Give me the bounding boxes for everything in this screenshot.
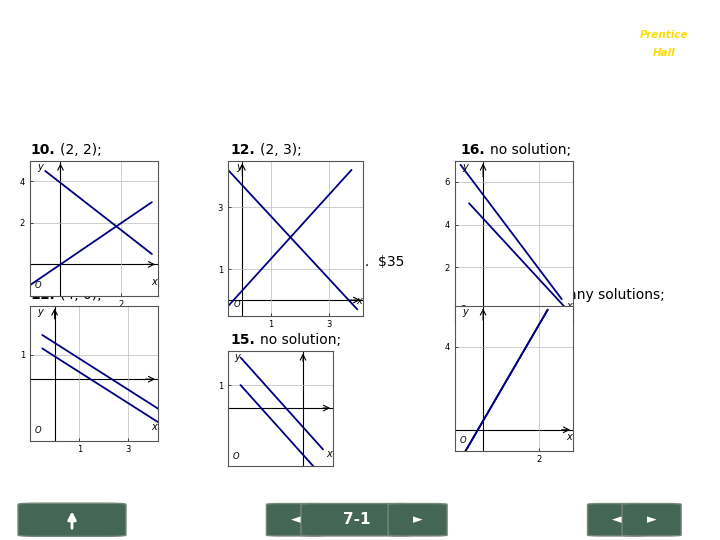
Text: ◄: ◄	[291, 513, 301, 526]
Text: Prentice: Prentice	[640, 30, 688, 40]
Text: x: x	[566, 301, 572, 311]
Text: a.  3 weeks    b.  $35: a. 3 weeks b. $35	[260, 254, 405, 268]
Text: no solution;: no solution;	[260, 333, 341, 347]
FancyBboxPatch shape	[588, 503, 647, 536]
Text: O: O	[233, 300, 240, 309]
FancyBboxPatch shape	[622, 503, 681, 536]
Text: ►: ►	[413, 513, 423, 526]
Text: ◄: ◄	[612, 513, 622, 526]
Text: Solving Systems by Graphing: Solving Systems by Graphing	[11, 17, 379, 38]
Text: (2, 2);: (2, 2);	[60, 143, 102, 157]
Text: 17.: 17.	[460, 287, 485, 301]
Text: Hall: Hall	[653, 48, 675, 58]
Text: O: O	[35, 281, 42, 290]
Text: PEARSON: PEARSON	[640, 11, 688, 20]
Text: 7-1: 7-1	[343, 512, 371, 527]
Text: x: x	[566, 432, 572, 442]
Text: (2, 3);: (2, 3);	[260, 143, 302, 157]
FancyBboxPatch shape	[18, 503, 126, 536]
Text: 16.: 16.	[460, 143, 485, 157]
Text: 15.: 15.	[230, 333, 255, 347]
Text: 11.: 11.	[30, 287, 55, 301]
Text: PAGE: PAGE	[634, 481, 662, 491]
Text: y: y	[37, 162, 43, 172]
FancyBboxPatch shape	[388, 503, 447, 536]
Text: no solution;: no solution;	[490, 143, 571, 157]
Text: y: y	[234, 352, 240, 362]
FancyBboxPatch shape	[301, 503, 413, 536]
Text: O: O	[459, 436, 467, 445]
FancyBboxPatch shape	[266, 503, 325, 536]
Text: O: O	[232, 452, 239, 461]
Text: x: x	[151, 278, 157, 287]
Text: ALGEBRA 1  LESSON 7-1: ALGEBRA 1 LESSON 7-1	[11, 51, 143, 60]
Text: x: x	[151, 422, 157, 433]
Text: (4, 0);: (4, 0);	[60, 287, 102, 301]
Text: y: y	[37, 307, 43, 317]
Text: Student Edition Answers: Student Edition Answers	[9, 77, 181, 90]
Text: y: y	[236, 162, 242, 172]
Text: y: y	[462, 307, 468, 317]
Text: x: x	[356, 296, 361, 306]
Text: y: y	[462, 162, 468, 172]
Text: O: O	[459, 305, 467, 314]
Text: 10.: 10.	[30, 143, 55, 157]
Text: ►: ►	[647, 513, 657, 526]
Text: LESSON: LESSON	[338, 481, 382, 491]
Text: infinitely many solutions;: infinitely many solutions;	[490, 287, 665, 301]
Text: x: x	[326, 449, 332, 458]
Text: 13.: 13.	[230, 254, 255, 268]
Text: O: O	[35, 426, 42, 435]
Text: 7 weeks: 7 weeks	[260, 294, 317, 308]
Text: 12.: 12.	[230, 143, 255, 157]
Text: 14.: 14.	[230, 294, 255, 308]
Text: MAIN MENU: MAIN MENU	[40, 481, 104, 491]
